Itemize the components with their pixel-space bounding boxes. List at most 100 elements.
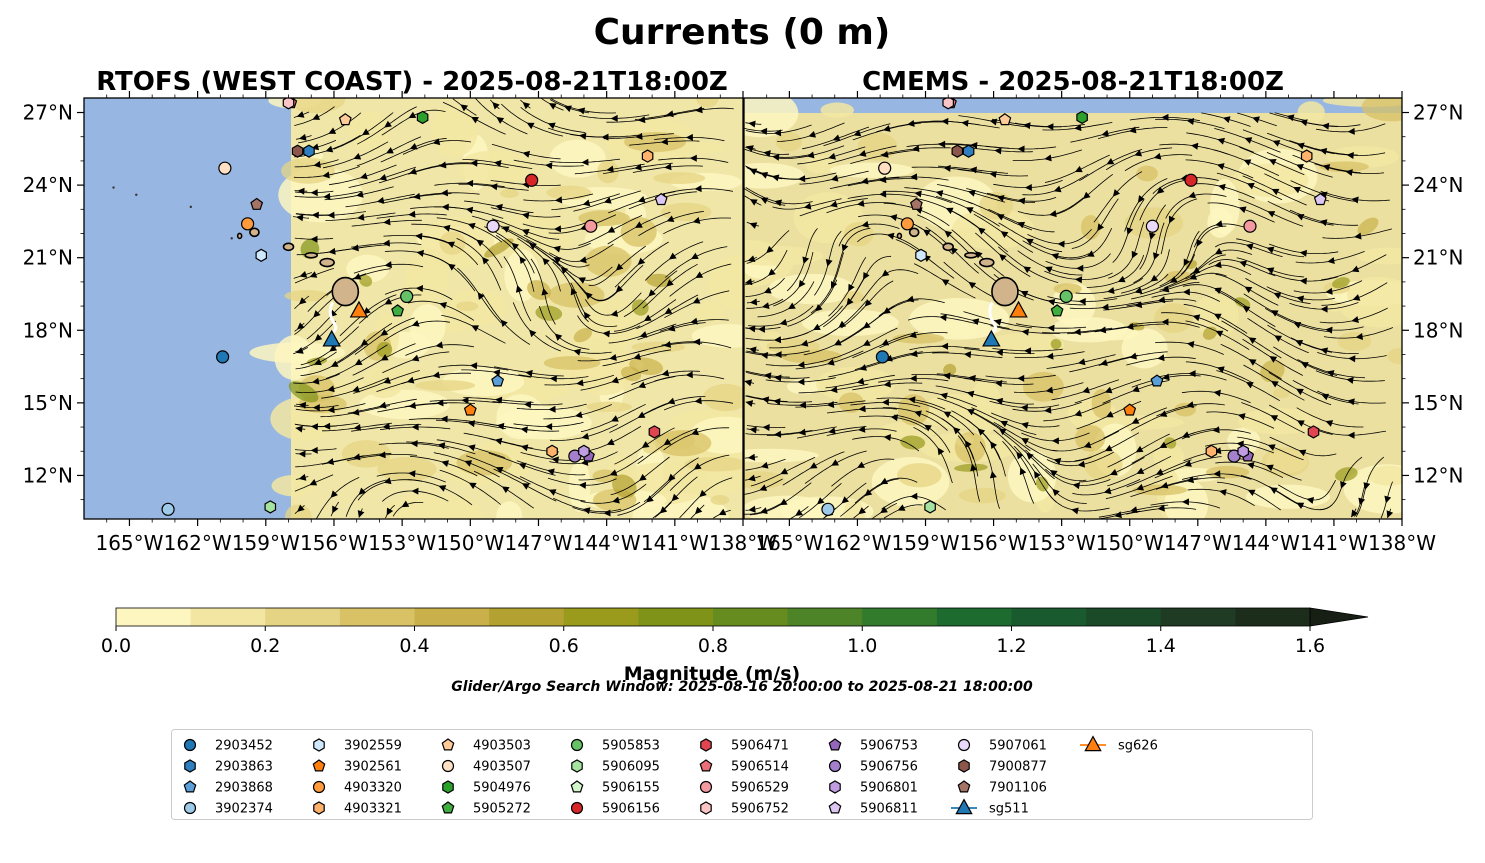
streamline-arrow [615, 285, 624, 293]
streamline-arrow [1101, 303, 1109, 311]
legend-label: 5906095 [602, 760, 660, 775]
colorbar-segment [116, 608, 192, 626]
streamline-arrow [1021, 438, 1030, 445]
streamline-arrow [664, 307, 673, 315]
streamline-arrow [910, 350, 918, 358]
streamline-arrow [828, 152, 836, 160]
streamline-arrow [940, 392, 948, 400]
colorbar-tick-label: 1.2 [996, 635, 1026, 657]
streamline-arrow [581, 432, 590, 440]
x-tick-label: 150°W [1096, 531, 1164, 555]
streamline-arrow [802, 256, 810, 265]
streamline-arrow [612, 496, 620, 504]
marker-5904976 [1076, 110, 1088, 125]
marker-7900877 [951, 144, 964, 158]
streamline-arrow [579, 256, 587, 264]
marker-sg626 [1009, 300, 1028, 318]
streamline-arrow [548, 103, 557, 110]
colorbar-label: Magnitude (m/s) [624, 663, 801, 685]
streamline-arrow [436, 399, 444, 407]
streamline-arrow [787, 302, 796, 310]
streamline-arrow [1017, 374, 1025, 382]
streamline-arrow [1216, 366, 1225, 373]
legend-item: 5906529 [699, 781, 789, 796]
streamline-arrow [989, 470, 997, 479]
streamline-arrow [830, 386, 838, 394]
speed-contour [631, 299, 649, 316]
marker-2903868 [491, 374, 505, 387]
streamline-arrow [1049, 470, 1058, 477]
legend-label: 4903503 [473, 739, 531, 754]
streamline-arrow [323, 422, 331, 430]
streamline-arrow [297, 504, 305, 512]
streamline-arrow [1299, 249, 1308, 257]
streamline-arrow [1242, 305, 1251, 313]
streamline-arrow [523, 401, 532, 409]
streamline-arrow [798, 428, 806, 436]
streamline-arrow [863, 271, 870, 280]
streamline-arrow [1128, 126, 1137, 134]
streamline-arrow [435, 341, 443, 349]
streamline-arrow [1347, 127, 1355, 135]
streamline-arrow [1150, 274, 1159, 282]
streamline-arrow [1237, 413, 1246, 420]
streamline-arrow [923, 229, 931, 237]
streamline-arrow [1346, 376, 1354, 384]
streamline-arrow [322, 171, 330, 179]
streamline-arrow [401, 500, 410, 508]
streamline-arrow [573, 348, 581, 356]
streamline-arrow [439, 302, 447, 309]
streamline-arrow [578, 481, 587, 489]
streamline-arrow [1134, 149, 1143, 157]
streamline-arrow [332, 505, 339, 514]
legend-label: 5907061 [989, 739, 1047, 754]
legend-item: 5906155 [570, 780, 660, 796]
legend-marker [955, 798, 973, 815]
marker-2903868 [1150, 374, 1164, 387]
streamline-arrow [361, 128, 370, 136]
streamline-arrow [945, 207, 954, 215]
streamline-arrow [880, 477, 889, 485]
streamline-arrow [773, 398, 781, 406]
streamline-arrow [378, 401, 387, 409]
streamline-arrow [967, 189, 976, 197]
marker-4903321 [546, 444, 558, 458]
streamline-arrow [1213, 389, 1221, 397]
streamline-arrow [648, 289, 656, 297]
streamline-arrow [541, 287, 549, 296]
streamline-arrow [1222, 116, 1231, 124]
marker-5906471 [648, 425, 661, 439]
streamline-arrow [749, 298, 758, 306]
marker-2903863 [962, 144, 975, 158]
y-tick-label: 15°N [1413, 391, 1463, 415]
legend-label: 5906155 [602, 781, 660, 796]
streamline-arrow [1051, 253, 1059, 260]
legend-marker [313, 738, 325, 752]
streamline-arrow [311, 377, 320, 385]
speed-contour [1319, 161, 1369, 173]
streamline-arrow [699, 489, 707, 498]
streamline-arrow [1327, 257, 1335, 265]
rtofs-axes-frame [83, 97, 744, 520]
rtofs-streamlines [293, 98, 734, 519]
streamline-arrow [846, 297, 854, 306]
colorbar-segment [862, 608, 938, 626]
streamline-arrow [1152, 252, 1160, 261]
streamline-arrow [1044, 406, 1052, 414]
streamline-arrow [1086, 250, 1095, 257]
streamline-arrow [1363, 482, 1371, 490]
x-tick-label: 159°W [892, 531, 960, 555]
streamline-arrow [470, 159, 478, 167]
island-niihau [896, 232, 903, 240]
speed-contour [843, 221, 874, 247]
streamline-arrow [1017, 197, 1026, 205]
streamline-arrow [1159, 441, 1168, 449]
colorbar-tick-label: 0.0 [101, 635, 131, 657]
streamline-arrow [1021, 421, 1029, 429]
streamline-arrow [1345, 169, 1353, 176]
y-tick-label: 18°N [23, 318, 73, 342]
streamline-arrow [551, 456, 559, 464]
streamline-arrow [1295, 340, 1304, 347]
legend-marker [1084, 735, 1102, 752]
streamline-arrow [606, 165, 614, 173]
